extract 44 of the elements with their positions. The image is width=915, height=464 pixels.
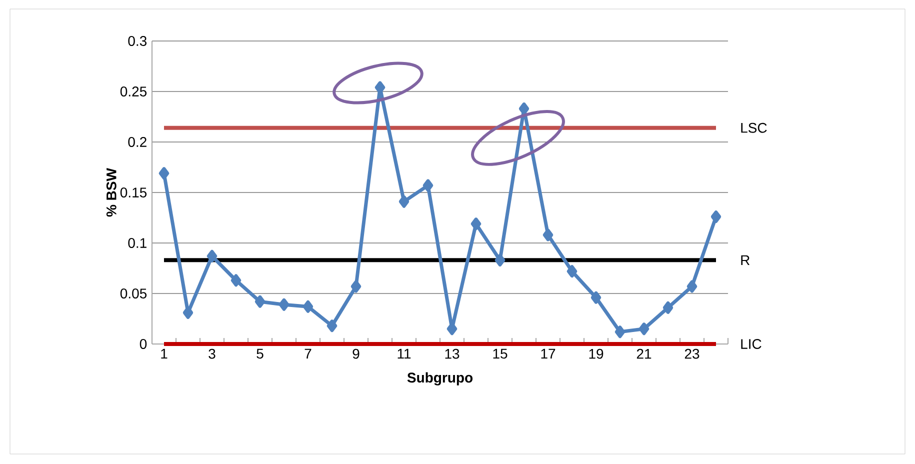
- point: [422, 179, 434, 192]
- point: [662, 301, 674, 314]
- x-tick-label: 23: [684, 348, 700, 359]
- ref-line-label: LIC: [741, 339, 762, 349]
- x-tick-label: 17: [541, 348, 556, 358]
- x-tick-label: 9: [352, 348, 360, 359]
- y-tick-label: 0.25: [120, 86, 147, 96]
- point: [398, 195, 410, 208]
- x-tick-label: 19: [589, 348, 604, 359]
- point: [686, 280, 698, 293]
- x-tick-label: 5: [256, 348, 264, 359]
- x-tick-label: 13: [445, 348, 460, 359]
- point: [638, 322, 650, 336]
- y-tick-label: 0.15: [120, 188, 147, 198]
- point: [590, 291, 602, 304]
- point: [326, 320, 338, 332]
- y-axis-title: % BSW: [106, 168, 116, 217]
- point: [470, 218, 482, 230]
- point: [278, 298, 290, 311]
- x-tick-label: 3: [208, 348, 216, 359]
- y-tick-label: 0.3: [128, 36, 147, 46]
- x-tick-label: 7: [304, 348, 312, 358]
- x-axis-title: Subgrupo: [407, 372, 473, 386]
- x-tick-label: 15: [493, 348, 508, 359]
- y-tick-label: 0.05: [120, 288, 147, 298]
- ref-line-label: LSC: [741, 122, 767, 133]
- point: [494, 254, 506, 266]
- point: [158, 167, 170, 180]
- x-tick-label: 11: [398, 348, 411, 358]
- point: [710, 210, 722, 223]
- point: [542, 228, 554, 242]
- point: [566, 265, 578, 278]
- point: [350, 280, 362, 293]
- y-tick-label: 0.1: [128, 238, 146, 248]
- point: [230, 274, 242, 287]
- y-tick-label: 0: [140, 339, 147, 349]
- ref-line-label: R: [741, 255, 750, 265]
- point: [302, 300, 314, 313]
- point: [206, 250, 218, 262]
- y-tick-label: 0.2: [128, 137, 146, 147]
- point: [614, 326, 626, 338]
- x-tick-label: 1: [161, 348, 168, 358]
- x-tick-label: 21: [636, 348, 652, 359]
- point: [254, 295, 266, 308]
